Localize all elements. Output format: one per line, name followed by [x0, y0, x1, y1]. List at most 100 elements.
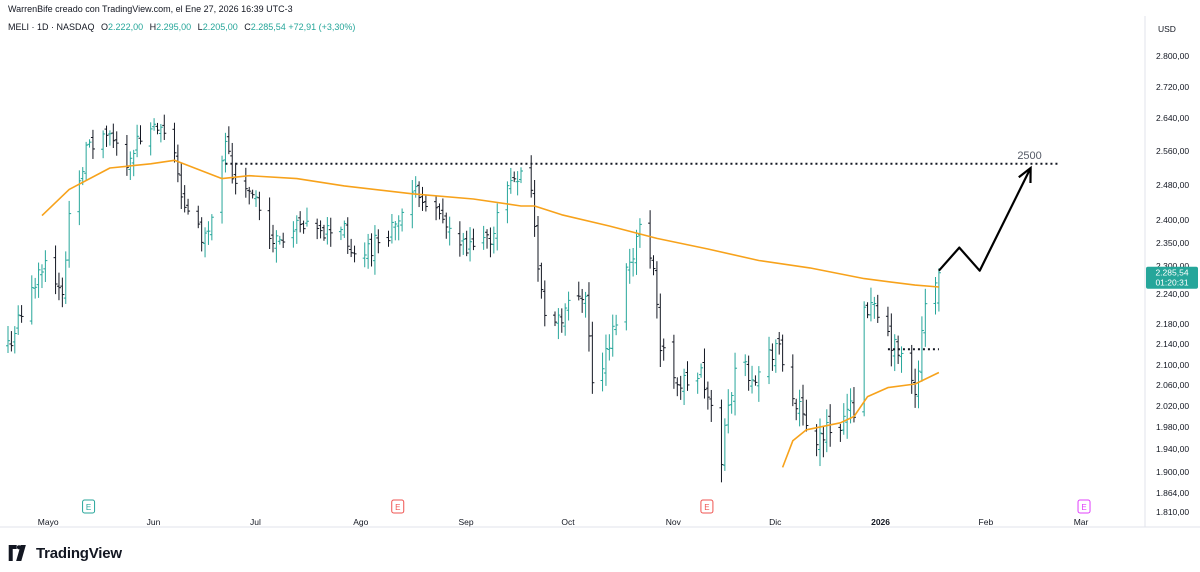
earnings-marker-box — [700, 499, 714, 514]
x-tick-label: Oct — [561, 517, 575, 527]
bar-countdown: 01:20:31 — [1155, 278, 1188, 288]
open-key: O — [101, 22, 109, 32]
ohlc-bar — [777, 331, 782, 355]
tradingview-logo-icon — [8, 545, 26, 561]
ohlc-bar — [250, 189, 255, 199]
ohlc-bar — [12, 326, 17, 354]
x-tick-label: 2026 — [871, 517, 890, 527]
ohlc-bar — [702, 348, 707, 399]
ohlc-bar — [162, 114, 167, 140]
ohlc-bar — [220, 155, 225, 224]
ohlc-bar — [542, 280, 547, 327]
ohlc-bar — [875, 294, 880, 323]
ohlc-bar — [801, 384, 805, 426]
last-price-value: 2.285,54 — [1155, 268, 1188, 278]
ohlc-bar — [614, 314, 619, 336]
y-tick-label: 1.864,00 — [1156, 488, 1189, 498]
ohlc-bar — [36, 262, 41, 298]
ohlc-bar — [257, 191, 262, 221]
ohlc-bar — [821, 426, 826, 458]
ohlc-bar — [563, 303, 568, 336]
earnings-marker[interactable]: E — [700, 499, 714, 514]
ohlc-bar — [699, 363, 704, 378]
ohlc-bar — [87, 139, 92, 148]
ohlc-bar — [491, 226, 496, 254]
low-value: 2.205,00 — [202, 22, 238, 32]
ohlc-bar — [519, 167, 524, 184]
ohlc-bar — [695, 372, 700, 394]
ohlc-bar — [600, 352, 605, 392]
ohlc-bar — [719, 399, 724, 483]
y-tick-label: 2.180,00 — [1156, 319, 1189, 329]
ohlc-bar — [481, 225, 486, 250]
ohlc-bar — [274, 230, 279, 263]
projection-path[interactable] — [938, 167, 1032, 272]
ohlc-bar — [862, 301, 867, 417]
ohlc-bar — [267, 197, 272, 249]
y-tick-label: 2.140,00 — [1156, 339, 1189, 349]
earnings-marker[interactable]: E — [1077, 499, 1091, 514]
ohlc-bar — [271, 224, 275, 253]
ohlc-bar — [671, 334, 676, 389]
earnings-marker-label: E — [395, 503, 400, 512]
ohlc-bar — [753, 375, 758, 386]
ohlc-bar — [885, 306, 890, 337]
price-chart[interactable]: 2.800,00 2.720,00 2.640,00 2.560,00 2.480,00… — [0, 0, 1200, 540]
y-tick-label: 1.900,00 — [1156, 467, 1189, 477]
ohlc-bar — [841, 403, 846, 435]
ohlc-bar — [182, 185, 187, 213]
ohlc-bar — [209, 214, 214, 241]
y-tick-label: 2.640,00 — [1156, 113, 1189, 123]
ohlc-bar — [631, 247, 636, 277]
ohlc-bar — [532, 180, 537, 237]
ohlc-bar — [199, 217, 204, 252]
ohlc-bar — [661, 338, 666, 361]
currency-label[interactable]: USD — [1158, 24, 1176, 34]
earnings-marker[interactable]: E — [82, 499, 96, 514]
high-value: 2.295,00 — [156, 22, 192, 32]
ohlc-bar — [464, 230, 469, 257]
ohlc-bar — [580, 288, 585, 313]
y-tick-label: 2.060,00 — [1156, 380, 1189, 390]
earnings-marker-label: E — [704, 503, 709, 512]
ohlc-bar — [372, 225, 377, 275]
ohlc-bar — [648, 210, 653, 269]
ohlc-bar — [19, 305, 24, 323]
last-price-label-bg — [1146, 266, 1198, 289]
ohlc-bar — [447, 216, 452, 246]
ohlc-bar — [342, 220, 347, 238]
y-tick-label: 2.020,00 — [1156, 401, 1189, 411]
y-axis[interactable]: 2.800,00 2.720,00 2.640,00 2.560,00 2.480,00… — [1156, 51, 1189, 517]
ohlc-bar — [485, 229, 490, 249]
ohlc-bar — [461, 232, 466, 255]
ohlc-bar — [770, 343, 775, 371]
ohlc-bar — [790, 354, 795, 407]
ohlc-bar — [916, 360, 921, 409]
symbol-name[interactable]: MELI · 1D · NASDAQ — [8, 22, 95, 32]
ohlc-bar — [196, 205, 201, 229]
y-tick-label: 2.100,00 — [1156, 360, 1189, 370]
ohlc-bar — [107, 130, 112, 146]
ohlc-bar — [658, 293, 663, 368]
ohlc-bar — [318, 220, 323, 239]
ohlc-bar — [90, 129, 95, 159]
ohlc-bar — [349, 238, 354, 258]
earnings-marker[interactable]: E — [391, 499, 405, 514]
ohlc-bar — [536, 215, 540, 282]
x-tick-label: Mar — [1074, 517, 1089, 527]
ohlc-bar — [566, 291, 571, 321]
ohlc-bar — [556, 308, 561, 340]
ohlc-bar — [637, 218, 642, 248]
ohlc-bar — [6, 325, 10, 353]
ohlc-bar — [899, 346, 904, 373]
ohlc-bar — [152, 118, 157, 131]
ohlc-bar — [817, 418, 822, 467]
x-tick-label: Dic — [769, 517, 782, 527]
ohlc-bar — [67, 200, 72, 268]
y-tick-label: 1.980,00 — [1156, 422, 1189, 432]
ohlc-bar — [936, 268, 941, 312]
ohlc-bars — [6, 114, 941, 483]
ohlc-bar — [158, 123, 163, 143]
moving-average-line — [41, 159, 939, 288]
ohlc-bar — [437, 203, 442, 220]
